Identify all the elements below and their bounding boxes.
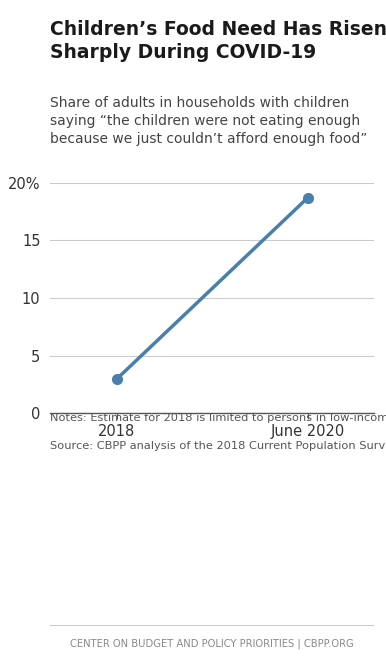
Text: CENTER ON BUDGET AND POLICY PRIORITIES | CBPP.ORG: CENTER ON BUDGET AND POLICY PRIORITIES |…	[70, 639, 354, 649]
Text: Share of adults in households with children
saying “the children were not eating: Share of adults in households with child…	[50, 96, 367, 147]
Text: Notes: Estimate for 2018 is limited to persons in low-income households or house: Notes: Estimate for 2018 is limited to p…	[50, 414, 386, 451]
Text: Children’s Food Need Has Risen
Sharply During COVID-19: Children’s Food Need Has Risen Sharply D…	[50, 20, 386, 62]
